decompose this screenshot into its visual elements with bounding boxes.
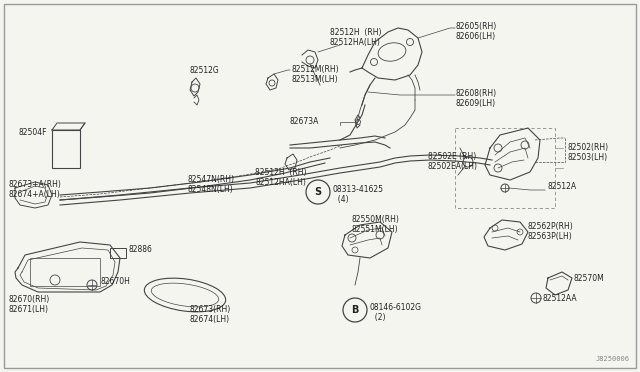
Text: 82673A: 82673A	[290, 117, 319, 126]
Text: 82512AA: 82512AA	[543, 294, 578, 303]
Text: 82670H: 82670H	[100, 278, 130, 286]
Text: 08313-41625
  (4): 08313-41625 (4)	[333, 185, 384, 204]
Bar	[455, 128, 555, 208]
Text: 82512H  (RH)
82512HA(LH): 82512H (RH) 82512HA(LH)	[255, 168, 307, 187]
Text: 82550M(RH)
82551M(LH): 82550M(RH) 82551M(LH)	[352, 215, 400, 234]
Text: 82512G: 82512G	[190, 66, 220, 75]
Text: 82673(RH)
82674(LH): 82673(RH) 82674(LH)	[190, 305, 231, 324]
Text: S: S	[314, 187, 321, 197]
Text: 82547N(RH)
82548N(LH): 82547N(RH) 82548N(LH)	[188, 175, 235, 195]
Bar	[110, 248, 126, 258]
Text: 82504F: 82504F	[18, 128, 47, 137]
Text: 82570M: 82570M	[574, 274, 605, 283]
Text: B: B	[351, 305, 358, 315]
Text: 82608(RH)
82609(LH): 82608(RH) 82609(LH)	[456, 89, 497, 108]
Text: 82502(RH)
82503(LH): 82502(RH) 82503(LH)	[568, 143, 609, 163]
Text: 82670(RH)
82671(LH): 82670(RH) 82671(LH)	[8, 295, 49, 314]
Text: 82512M(RH)
82513M(LH): 82512M(RH) 82513M(LH)	[292, 65, 340, 84]
Bar	[30, 258, 100, 286]
Text: 82886: 82886	[128, 245, 152, 254]
Text: 08146-6102G
  (2): 08146-6102G (2)	[370, 303, 422, 323]
Text: 82512H  (RH)
82512HA(LH): 82512H (RH) 82512HA(LH)	[330, 28, 381, 47]
Text: 82562P(RH)
82563P(LH): 82562P(RH) 82563P(LH)	[528, 222, 573, 241]
Text: 82673+A(RH)
82674+A(LH): 82673+A(RH) 82674+A(LH)	[8, 180, 61, 199]
Text: 82605(RH)
82606(LH): 82605(RH) 82606(LH)	[456, 22, 497, 41]
Bar	[52, 130, 80, 168]
Text: 82512A: 82512A	[548, 182, 577, 190]
Text: 82502E (RH)
82502EA(LH): 82502E (RH) 82502EA(LH)	[428, 152, 478, 171]
Text: J8250006: J8250006	[596, 356, 630, 362]
